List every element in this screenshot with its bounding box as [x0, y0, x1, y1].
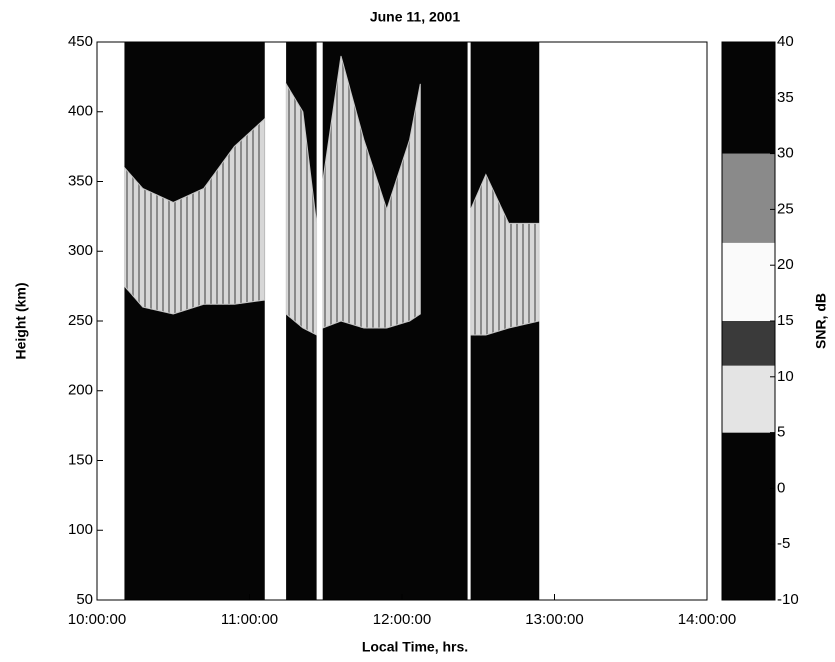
y-tick-label: 300 — [68, 242, 93, 259]
y-tick-label: 150 — [68, 451, 93, 468]
colorbar-tick-label: 35 — [777, 89, 794, 106]
echo-layer — [470, 173, 540, 336]
colorbar-tick-label: -10 — [777, 591, 799, 608]
echo-layer — [322, 55, 421, 329]
colorbar-tick-label: 30 — [777, 145, 794, 162]
colorbar-tick-label: 20 — [777, 256, 794, 273]
x-tick-label: 11:00:00 — [221, 611, 278, 628]
colorbar-tick-label: 10 — [777, 368, 794, 385]
x-axis-label: Local Time, hrs. — [362, 639, 468, 655]
y-tick-label: 50 — [76, 591, 93, 608]
y-tick-label: 100 — [68, 521, 93, 538]
colorbar-tick-label: 5 — [777, 424, 785, 441]
colorbar-tick-label: 15 — [777, 312, 794, 329]
colorbar-tick-label: 0 — [777, 479, 785, 496]
colorbar-band — [722, 321, 775, 366]
y-tick-label: 400 — [68, 103, 93, 120]
y-tick-label: 250 — [68, 312, 93, 329]
x-tick-label: 12:00:00 — [373, 611, 431, 628]
colorbar-band — [722, 42, 775, 154]
colorbar-label: SNR, dB — [813, 293, 829, 349]
y-tick-label: 350 — [68, 172, 93, 189]
y-tick-label: 200 — [68, 382, 93, 399]
colorbar-band — [722, 432, 775, 600]
chart-title: June 11, 2001 — [370, 9, 461, 25]
x-tick-label: 14:00:00 — [678, 611, 736, 628]
echo-layer — [285, 82, 318, 336]
colorbar-band — [722, 242, 775, 321]
colorbar-tick-label: -5 — [777, 535, 790, 552]
y-axis-label: Height (km) — [13, 283, 29, 360]
data-block — [124, 42, 265, 600]
echo-layer — [123, 117, 266, 315]
y-tick-label: 450 — [68, 33, 93, 50]
x-tick-label: 10:00:00 — [68, 611, 126, 628]
colorbar-band — [722, 365, 775, 433]
colorbar-tick-label: 25 — [777, 200, 794, 217]
colorbar-tick-label: 40 — [777, 33, 794, 50]
x-tick-label: 13:00:00 — [525, 611, 583, 628]
colorbar-band — [722, 153, 775, 243]
